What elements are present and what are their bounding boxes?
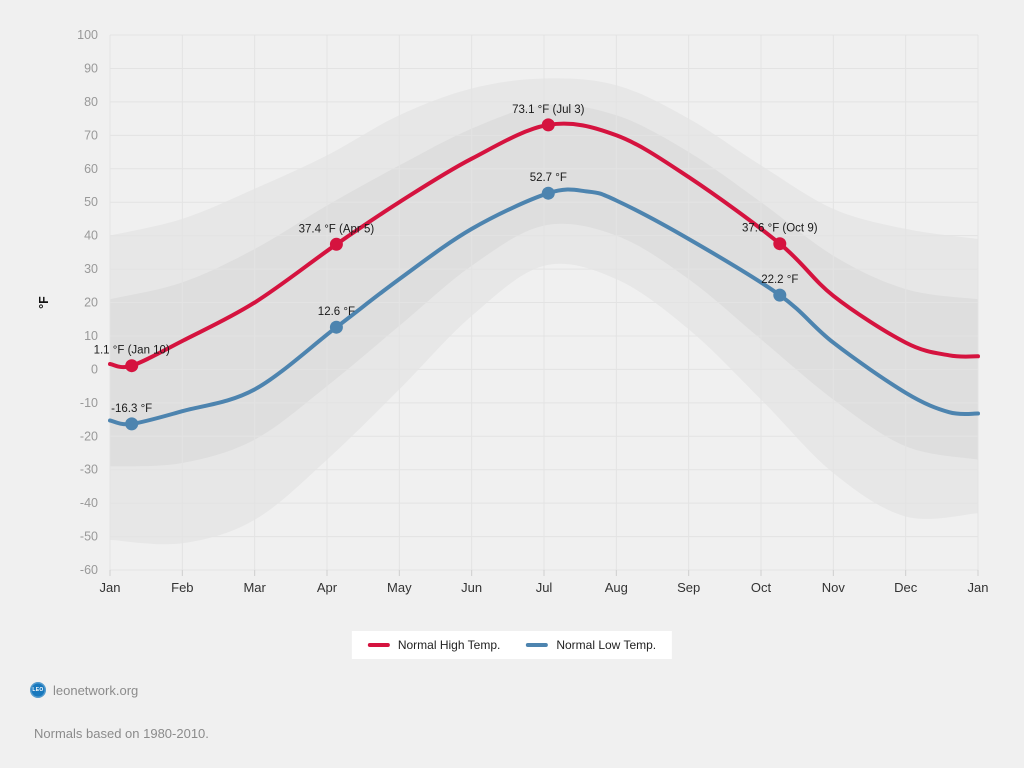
y-axis-tick-label: -30 (80, 463, 98, 477)
series-line-normal-low-temp- (108, 187, 980, 427)
x-axis-tick-label: Sep (677, 580, 700, 595)
data-point-label: 52.7 °F (530, 172, 567, 184)
y-axis-tick-label: -40 (80, 496, 98, 510)
data-point-marker[interactable] (125, 359, 139, 373)
data-point-marker[interactable] (329, 237, 343, 251)
y-axis-tick-label: 60 (84, 162, 98, 176)
x-axis-tick-label: Apr (317, 580, 338, 595)
x-axis-tick-label: Dec (894, 580, 918, 595)
data-point-marker[interactable] (329, 320, 343, 334)
x-axis-tick-label: May (387, 580, 412, 595)
x-axis-tick-label: Nov (822, 580, 846, 595)
data-point-marker[interactable] (541, 118, 555, 132)
x-axis-tick-label: Jun (461, 580, 482, 595)
y-axis-tick-label: 0 (91, 362, 98, 376)
x-axis-tick-label: Mar (243, 580, 266, 595)
x-axis-tick-label: Jan (100, 580, 121, 595)
y-axis-tick-label: 30 (84, 262, 98, 276)
legend-label: Normal High Temp. (397, 638, 501, 652)
site-attribution[interactable]: LEO leonetwork.org (30, 682, 138, 698)
chart-legend: Normal High Temp. Normal Low Temp. (351, 631, 673, 659)
site-url: leonetwork.org (53, 682, 139, 698)
data-point-label: 73.1 °F (Jul 3) (512, 104, 585, 116)
y-axis-tick-label: 100 (77, 28, 98, 42)
legend-item-normal-high[interactable]: Normal High Temp. (367, 638, 501, 652)
y-axis-tick-label: -50 (80, 530, 98, 544)
y-axis-tick-label: 80 (84, 95, 98, 109)
data-point-label: 37.4 °F (Apr 5) (299, 223, 375, 235)
data-point-label: 37.6 °F (Oct 9) (742, 223, 818, 235)
data-point-marker[interactable] (773, 288, 787, 302)
y-axis-tick-label: -60 (80, 563, 98, 577)
data-point-label: 12.6 °F (318, 306, 355, 318)
y-axis-tick-label: 10 (84, 329, 98, 343)
temperature-chart: Jan Feb Mar Apr May Jun Jul Aug Sep Oct Nov Dec Jan -… (37, 28, 989, 595)
data-point-label: 1.1 °F (Jan 10) (94, 345, 170, 357)
y-axis-tick-label: 50 (84, 195, 98, 209)
leo-network-logo-icon: LEO (30, 682, 46, 698)
chart-canvas: Jan Feb Mar Apr May Jun Jul Aug Sep Oct Nov Dec Jan-… (37, 28, 989, 595)
y-axis-tick-label: 70 (84, 128, 98, 142)
normal-low-swatch-icon (526, 643, 549, 647)
x-axis-tick-label: Jul (536, 580, 553, 595)
y-axis-tick-label: 20 (84, 296, 98, 310)
y-axis-tick-label: -10 (80, 396, 98, 410)
y-axis-tick-label: 90 (84, 61, 98, 75)
normals-note: Normals based on 1980-2010. (34, 726, 209, 741)
y-axis-tick-label: 40 (84, 229, 98, 243)
x-axis-tick-label: Feb (171, 580, 193, 595)
y-axis-title: °F (37, 296, 51, 309)
legend-label: Normal Low Temp. (556, 638, 657, 652)
y-axis-tick-label: -20 (80, 429, 98, 443)
normal-high-swatch-icon (367, 643, 390, 647)
data-point-label: 22.2 °F (761, 274, 798, 286)
x-axis-tick-label: Jan (968, 580, 989, 595)
data-point-marker[interactable] (773, 237, 787, 251)
x-axis-tick-label: Oct (751, 580, 772, 595)
data-point-label: -16.3 °F (111, 403, 152, 415)
legend-item-normal-low[interactable]: Normal Low Temp. (526, 638, 656, 652)
x-axis-tick-label: Aug (605, 580, 628, 595)
data-point-marker[interactable] (125, 417, 139, 431)
data-point-marker[interactable] (541, 186, 555, 200)
